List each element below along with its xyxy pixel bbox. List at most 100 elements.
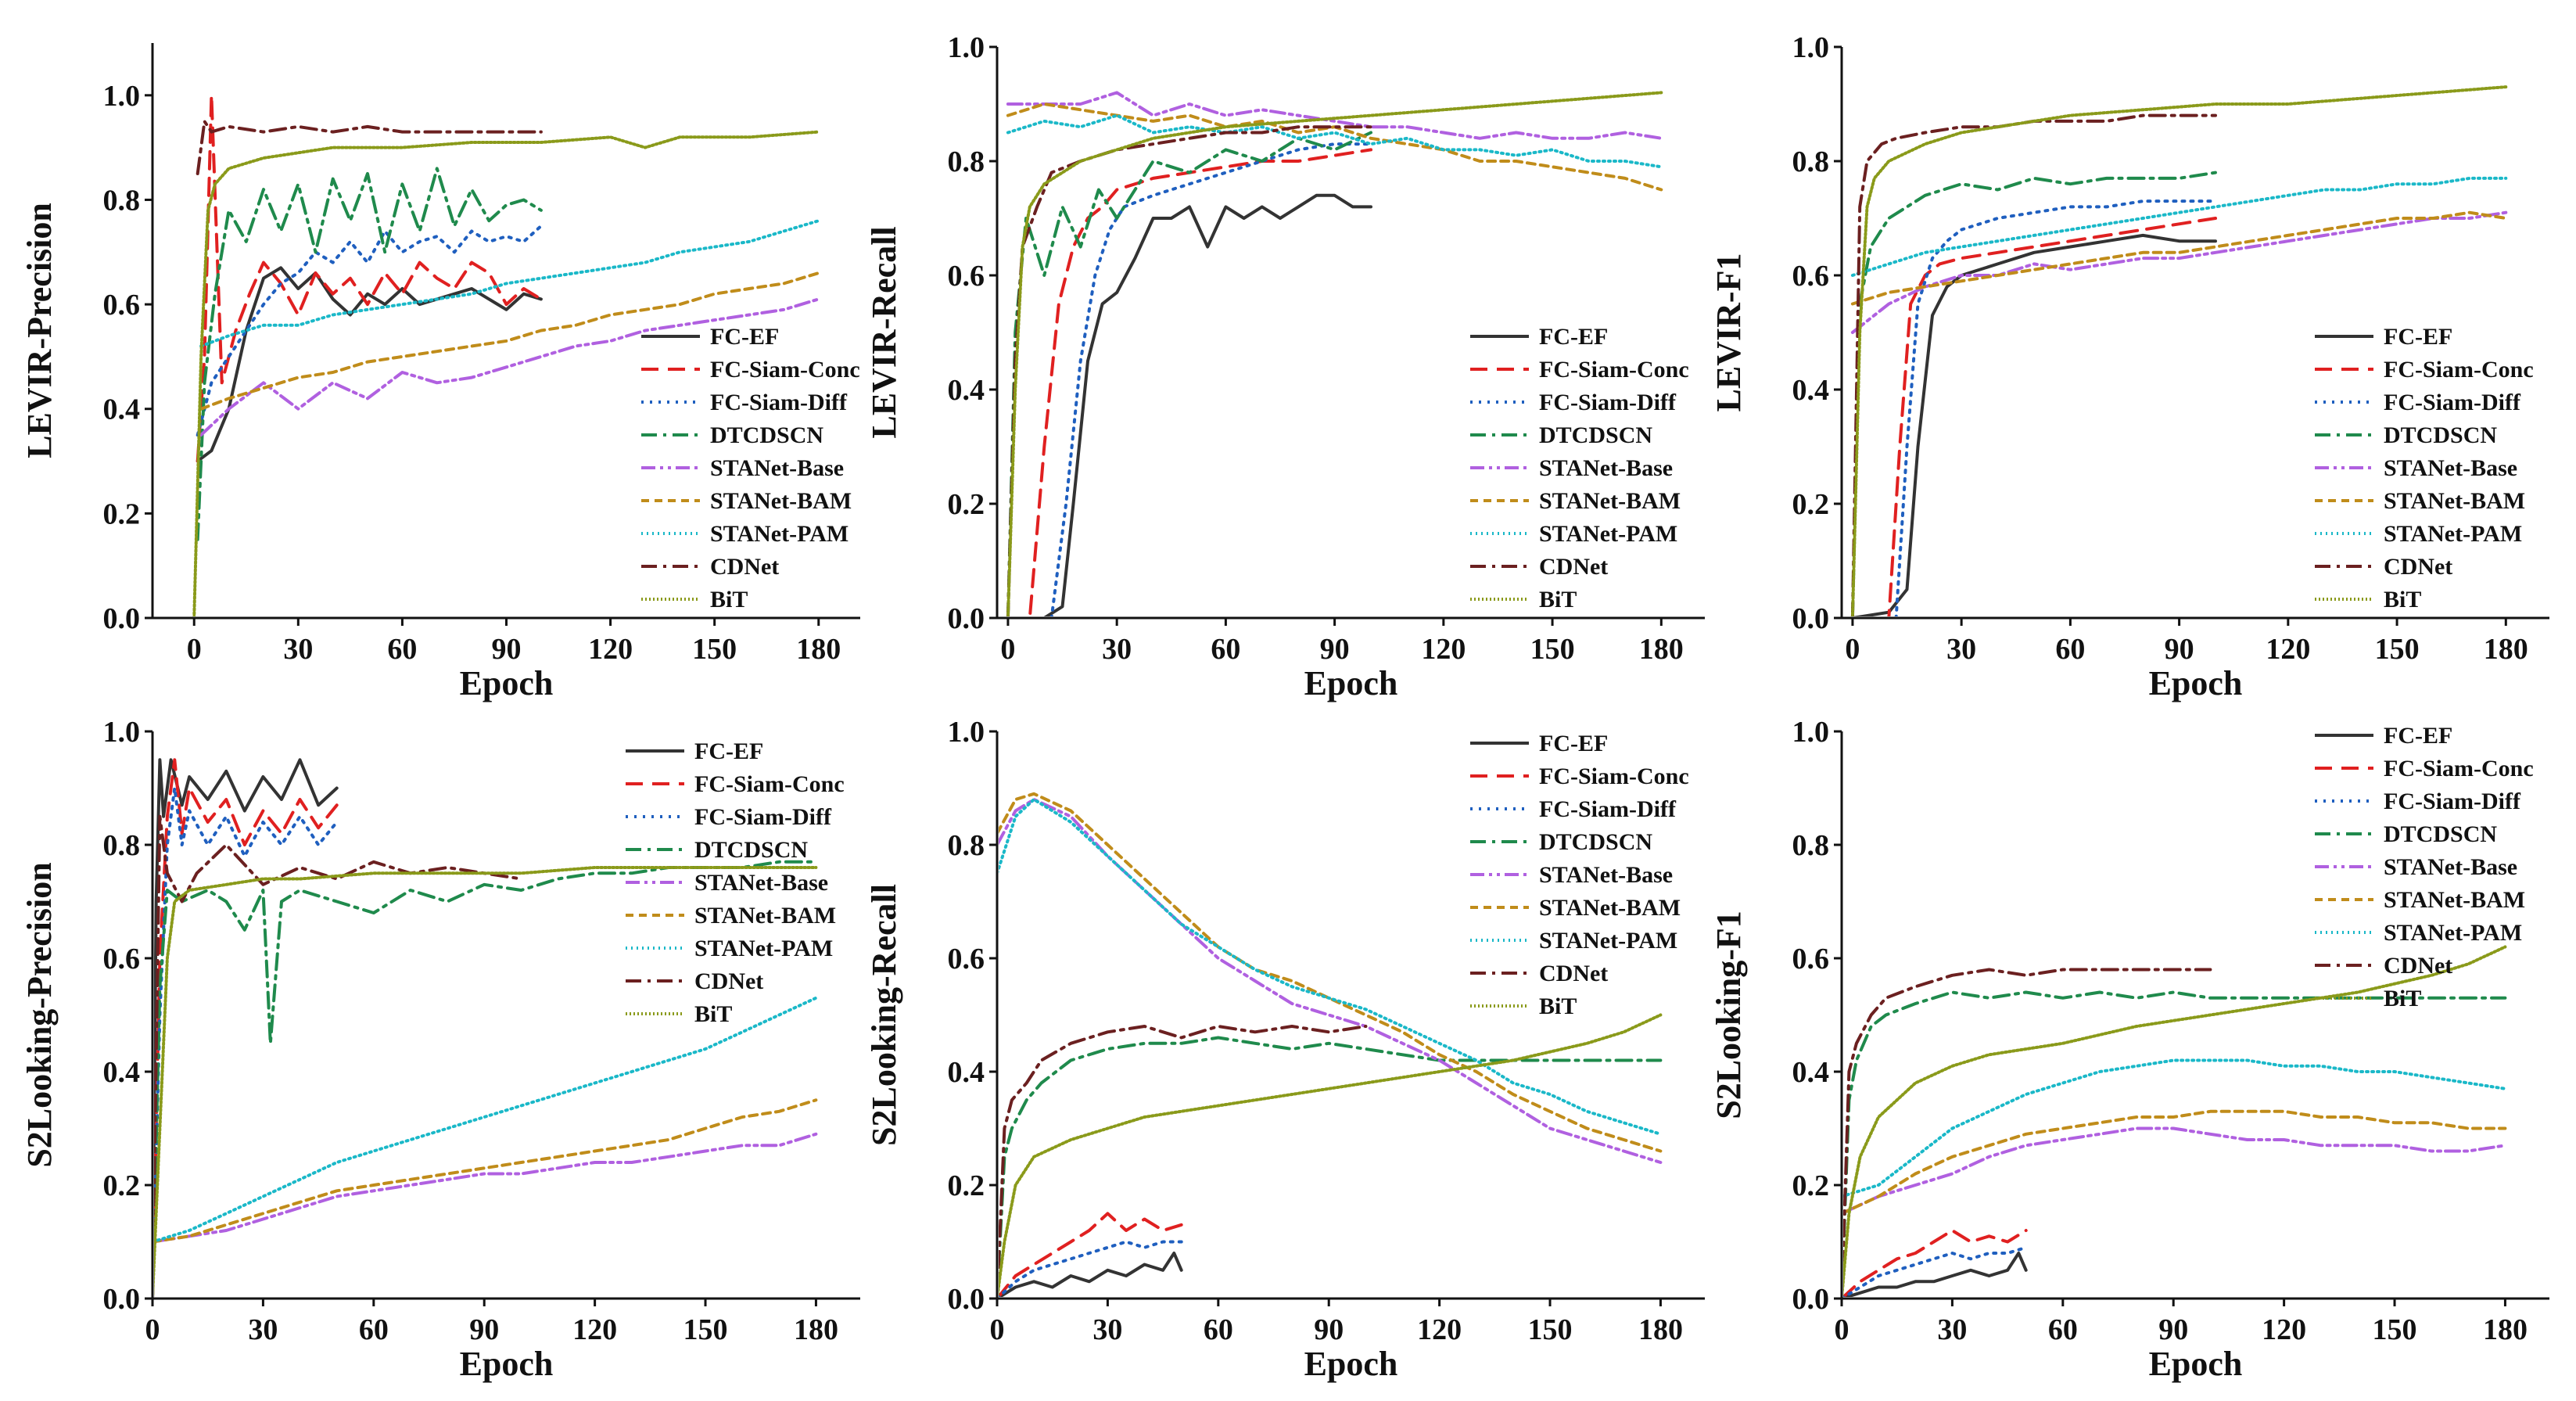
x-axis-label: Epoch xyxy=(1304,1345,1398,1383)
x-tick-label: 180 xyxy=(796,633,841,666)
panel-s2looking-recall: 0.0 0.2 0.4 0.6 0.8 1.0 0 30 60 90 120 150 180 Epoch S… xyxy=(865,716,1705,1383)
legend: FC-EF FC-Siam-Conc FC-Siam-Diff DTCDSCN STAN… xyxy=(1470,324,1689,612)
y-tick-label: 0.2 xyxy=(1792,488,1830,521)
series-line-cdnet xyxy=(999,1025,1368,1297)
x-tick-label: 60 xyxy=(2048,1313,2078,1346)
legend-label: CDNet xyxy=(2384,554,2452,580)
series-line-stanet-bam xyxy=(154,1098,818,1244)
series-group xyxy=(1850,85,2508,616)
legend: FC-EF FC-Siam-Conc FC-Siam-Diff DTCDSCN STAN… xyxy=(641,324,860,612)
legend-label: FC-Siam-Conc xyxy=(2384,756,2534,781)
x-tick-label: 30 xyxy=(1102,633,1132,666)
series-line-fc-ef xyxy=(999,1252,1183,1297)
legend-label: BiT xyxy=(710,587,748,612)
panel-s2looking-f1: 0.0 0.2 0.4 0.6 0.8 1.0 0 30 60 90 120 150 180 Epoch S… xyxy=(1710,716,2549,1383)
y-tick-label: 0.0 xyxy=(948,1283,985,1316)
legend-label: BiT xyxy=(2384,986,2421,1011)
x-tick-label: 60 xyxy=(1204,1313,1233,1346)
legend-label: STANet-Base xyxy=(2384,455,2517,481)
legend-label: FC-Siam-Conc xyxy=(2384,357,2534,383)
legend-label: CDNet xyxy=(1539,961,1608,986)
legend-label: STANet-PAM xyxy=(694,936,833,961)
legend-label: STANet-BAM xyxy=(694,903,836,929)
x-tick-label: 180 xyxy=(1639,633,1684,666)
y-tick-label: 0.6 xyxy=(948,943,985,975)
panel-levir-precision: 0.0 0.2 0.4 0.6 0.8 1.0 0 30 60 90 120 150 180 Epoch L… xyxy=(20,43,860,702)
series-line-dtcdscn xyxy=(1843,990,2507,1297)
series-line-stanet-base xyxy=(1006,91,1663,140)
y-tick-label: 1.0 xyxy=(103,80,141,113)
y-tick-label: 0.6 xyxy=(1792,260,1830,293)
x-tick-label: 30 xyxy=(1937,1313,1967,1346)
x-axis-label: Epoch xyxy=(1304,664,1398,702)
x-tick-label: 0 xyxy=(1000,633,1015,666)
series-line-cdnet xyxy=(1843,968,2212,1297)
y-tick-label: 0.2 xyxy=(103,498,141,530)
x-tick-label: 0 xyxy=(145,1313,160,1346)
x-tick-label: 180 xyxy=(2483,1313,2528,1346)
y-axis-label: LEVIR-Precision xyxy=(20,203,59,458)
legend-label: FC-Siam-Conc xyxy=(694,771,845,797)
y-axis-label: LEVIR-Recall xyxy=(865,226,903,438)
x-tick-label: 150 xyxy=(692,633,737,666)
legend-label: CDNet xyxy=(1539,554,1608,580)
series-line-stanet-base xyxy=(154,1132,818,1244)
legend-label: STANet-PAM xyxy=(1539,521,1677,547)
x-tick-label: 90 xyxy=(469,1313,499,1346)
y-tick-label: 0.8 xyxy=(103,829,141,862)
y-tick-label: 0.8 xyxy=(948,829,985,862)
x-tick-label: 120 xyxy=(1421,633,1466,666)
y-tick-label: 0.6 xyxy=(948,260,985,293)
legend-label: STANet-BAM xyxy=(710,488,852,514)
y-axis-label: S2Looking-Recall xyxy=(865,884,903,1146)
series-group xyxy=(154,758,818,1297)
series-line-fc-ef xyxy=(154,758,339,1297)
series-line-stanet-base xyxy=(199,297,820,437)
series-line-bit xyxy=(1850,85,2508,616)
x-tick-label: 30 xyxy=(283,633,313,666)
legend-label: BiT xyxy=(694,1001,732,1027)
legend-label: BiT xyxy=(1539,587,1577,612)
series-line-fc-siam-diff xyxy=(1007,142,1372,616)
x-tick-label: 0 xyxy=(1835,1313,1849,1346)
y-tick-label: 1.0 xyxy=(103,716,141,749)
series-line-cdnet xyxy=(1006,125,1372,616)
legend: FC-EF FC-Siam-Conc FC-Siam-Diff DTCDSCN STAN… xyxy=(2315,324,2534,612)
series-line-stanet-base xyxy=(999,798,1663,1164)
legend-label: DTCDSCN xyxy=(1539,829,1652,855)
series-line-stanet-pam xyxy=(154,996,818,1243)
legend-label: STANet-Base xyxy=(1539,862,1673,888)
x-tick-label: 60 xyxy=(1211,633,1240,666)
x-tick-label: 180 xyxy=(2484,633,2528,666)
series-line-fc-siam-conc xyxy=(1852,217,2217,616)
y-tick-label: 0.0 xyxy=(948,602,985,635)
x-axis-label: Epoch xyxy=(460,1345,554,1383)
y-tick-label: 0.2 xyxy=(948,488,985,521)
series-line-stanet-base xyxy=(1850,210,2508,334)
series-line-bit xyxy=(999,1013,1663,1297)
legend-label: FC-EF xyxy=(1539,731,1608,756)
y-tick-label: 0.4 xyxy=(103,1056,141,1089)
y-tick-label: 0.2 xyxy=(1792,1169,1830,1202)
legend-label: FC-Siam-Diff xyxy=(694,804,832,830)
y-tick-label: 0.0 xyxy=(103,1283,141,1316)
panel-levir-recall: 0.0 0.2 0.4 0.6 0.8 1.0 0 30 60 90 120 150 180 Epoch L… xyxy=(865,31,1705,702)
y-tick-label: 0.4 xyxy=(948,374,985,407)
x-tick-label: 0 xyxy=(187,633,202,666)
series-line-stanet-pam xyxy=(1850,176,2508,277)
series-line-dtcdscn xyxy=(1006,131,1372,616)
x-tick-label: 30 xyxy=(248,1313,278,1346)
series-line-stanet-bam xyxy=(1850,210,2508,306)
series-line-fc-ef xyxy=(1843,1252,2028,1297)
legend-label: STANet-BAM xyxy=(2384,887,2525,913)
legend-label: FC-Siam-Diff xyxy=(710,390,848,415)
legend-label: FC-EF xyxy=(710,324,779,350)
series-line-fc-siam-diff xyxy=(999,1240,1183,1297)
legend-label: DTCDSCN xyxy=(1539,422,1652,448)
legend-label: FC-Siam-Diff xyxy=(2384,789,2521,814)
legend-label: FC-EF xyxy=(2384,723,2452,749)
legend-label: FC-Siam-Conc xyxy=(710,357,860,383)
legend-label: DTCDSCN xyxy=(694,837,808,863)
legend-label: STANet-BAM xyxy=(2384,488,2525,514)
